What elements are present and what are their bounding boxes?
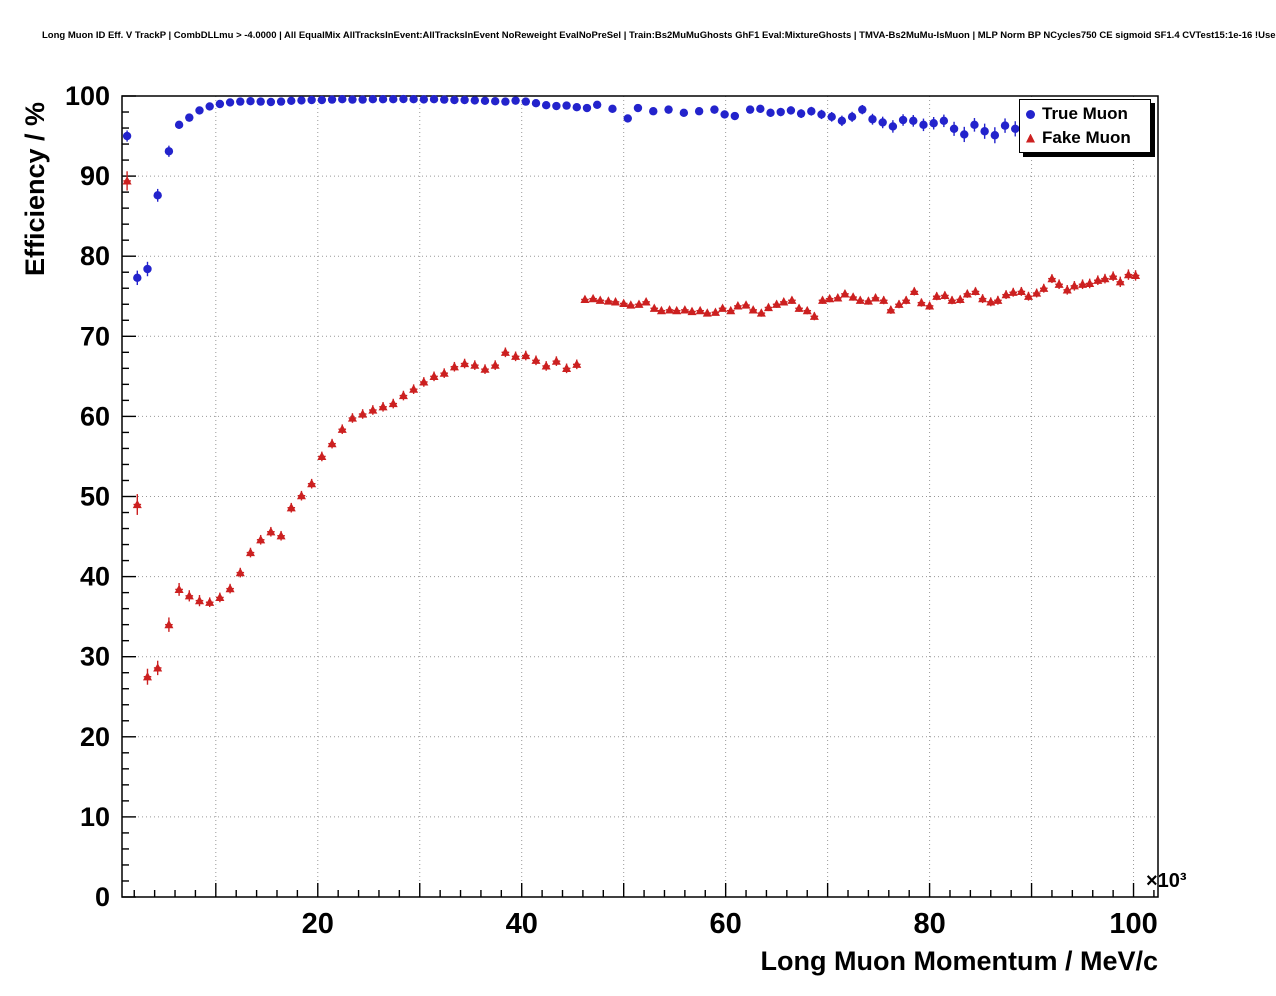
- chart-title: Long Muon ID Eff. V TrackP | CombDLLmu >…: [42, 30, 1276, 41]
- legend-label-fake-muon: Fake Muon: [1042, 128, 1131, 147]
- legend-entry-fake-muon: Fake Muon: [1020, 126, 1150, 150]
- svg-text:80: 80: [913, 908, 945, 940]
- x-axis-multiplier: ×10³: [1146, 870, 1187, 892]
- svg-text:30: 30: [80, 642, 110, 672]
- legend-entry-true-muon: True Muon: [1020, 102, 1150, 126]
- svg-text:40: 40: [506, 908, 538, 940]
- svg-text:100: 100: [1109, 908, 1157, 940]
- svg-text:80: 80: [80, 241, 110, 271]
- x-axis-title: Long Muon Momentum / MeV/c: [760, 946, 1158, 976]
- svg-text:60: 60: [80, 401, 110, 431]
- svg-text:90: 90: [80, 161, 110, 191]
- svg-text:100: 100: [65, 81, 110, 111]
- y-axis-title: Efficiency / %: [20, 101, 50, 276]
- svg-text:60: 60: [710, 908, 742, 940]
- triangle-marker-icon: [1026, 133, 1035, 143]
- svg-text:20: 20: [302, 908, 334, 940]
- legend-label-true-muon: True Muon: [1042, 104, 1128, 123]
- svg-text:70: 70: [80, 321, 110, 351]
- svg-text:50: 50: [80, 482, 110, 512]
- legend: True Muon Fake Muon: [1019, 99, 1151, 153]
- svg-text:0: 0: [95, 882, 110, 912]
- svg-text:10: 10: [80, 802, 110, 832]
- svg-text:40: 40: [80, 562, 110, 592]
- svg-text:20: 20: [80, 722, 110, 752]
- circle-marker-icon: [1026, 109, 1035, 119]
